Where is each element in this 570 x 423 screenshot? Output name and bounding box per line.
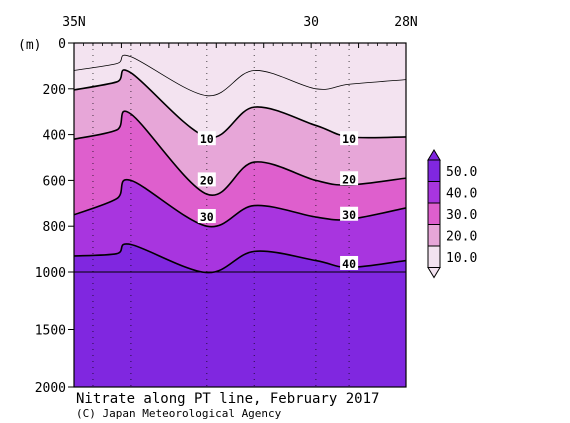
y-tick-label-600: 600 <box>43 174 66 189</box>
x-tick-label-28N: 28N <box>394 15 417 30</box>
contour-label-30-4: 30 <box>197 209 216 224</box>
svg-text:30: 30 <box>342 208 356 222</box>
colorbar-label-40.0: 40.0 <box>446 186 477 201</box>
svg-text:20: 20 <box>200 173 214 187</box>
y-tick-label-1500: 1500 <box>35 324 66 339</box>
y-axis: 0 200 400 600 800 1000 1500 2000 <box>35 37 74 396</box>
contour-label-30-5: 30 <box>340 206 359 222</box>
svg-text:10: 10 <box>342 132 356 146</box>
contour-label-20-3: 20 <box>340 171 359 186</box>
contour-label-10-1: 10 <box>340 131 359 146</box>
colorbar-swatch-40-50 <box>427 159 441 182</box>
chart-credit: (C) Japan Meteorological Agency <box>76 407 282 420</box>
colorbar-swatch-30-40 <box>427 181 441 204</box>
chart-title: Nitrate along PT line, February 2017 <box>76 391 379 407</box>
colorbar-swatch-10-20 <box>427 224 441 247</box>
plot-frame <box>73 42 407 388</box>
svg-text:30: 30 <box>200 210 214 224</box>
contour-label-20-2: 20 <box>197 172 216 187</box>
contour-label-40-6: 40 <box>340 255 359 271</box>
svg-text:20: 20 <box>342 172 356 186</box>
contour-label-10-0: 10 <box>197 131 216 146</box>
y-tick-label-400: 400 <box>43 129 66 144</box>
y-tick-label-0: 0 <box>58 37 66 52</box>
isoline-5 <box>74 54 406 97</box>
colorbar-swatch-0-10 <box>427 245 441 268</box>
colorbar-label-30.0: 30.0 <box>446 208 477 223</box>
colorbar-label-50.0: 50.0 <box>446 165 477 180</box>
x-axis: 35N 30 28N <box>62 15 418 48</box>
svg-text:40: 40 <box>342 257 356 271</box>
y-tick-label-2000: 2000 <box>35 381 66 396</box>
contour-labels: 10 10 20 20 30 30 40 <box>197 131 359 271</box>
y-tick-label-800: 800 <box>43 220 66 235</box>
colorbar-label-20.0: 20.0 <box>446 229 477 244</box>
x-tick-label-35N: 35N <box>62 15 85 30</box>
colorbar-label-10.0: 10.0 <box>446 251 477 266</box>
y-tick-label-1000: 1000 <box>35 266 66 281</box>
colorbar-legend: 50.0 40.0 30.0 20.0 10.0 <box>427 149 477 279</box>
colorbar-bottom-arrow <box>427 267 441 279</box>
svg-text:10: 10 <box>200 132 214 146</box>
y-axis-label: (m) <box>18 38 41 53</box>
x-tick-label-30: 30 <box>303 15 319 30</box>
colorbar-top-arrow <box>427 149 441 161</box>
band-below-10 <box>74 43 406 138</box>
colorbar-swatch-20-30 <box>427 202 441 225</box>
y-tick-label-200: 200 <box>43 83 66 98</box>
